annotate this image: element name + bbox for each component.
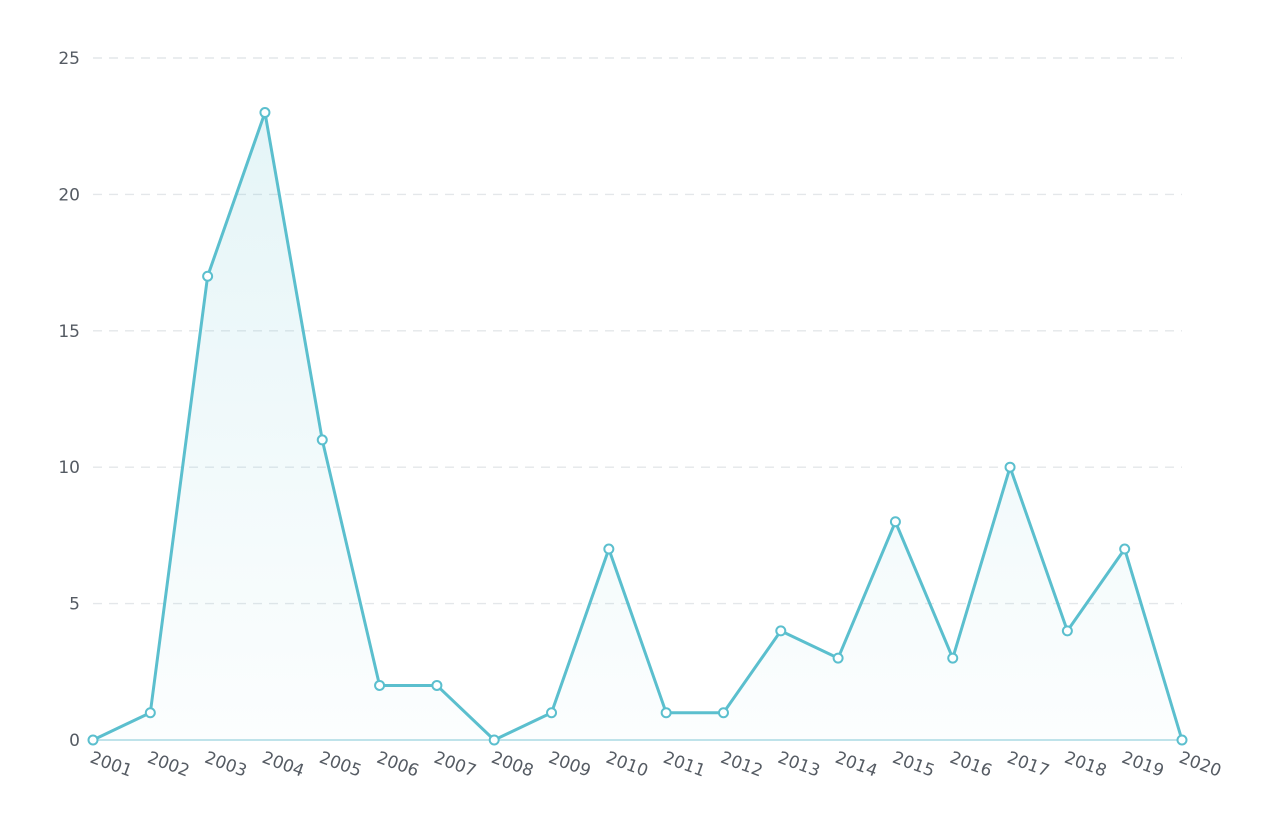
series-line-layer bbox=[92, 111, 1184, 742]
y-tick-label: 15 bbox=[58, 322, 80, 342]
y-axis-ticks: 0 5 10 15 20 25 bbox=[58, 49, 80, 751]
data-point-2007[interactable] bbox=[431, 679, 443, 691]
x-tick-label: 2008 bbox=[489, 748, 536, 782]
data-point-2016[interactable] bbox=[947, 652, 959, 664]
x-tick-label: 2007 bbox=[431, 748, 478, 782]
data-point-2011[interactable] bbox=[660, 707, 672, 719]
y-tick-label: 10 bbox=[58, 458, 80, 478]
x-axis-ticks: 2001 2002 2003 2004 2005 2006 2007 2008 2009 2010… bbox=[87, 748, 1223, 782]
y-tick-label: 25 bbox=[58, 49, 80, 69]
area-fill bbox=[93, 112, 1182, 740]
data-point-2019[interactable] bbox=[1119, 543, 1131, 555]
y-tick-label: 5 bbox=[69, 595, 80, 615]
data-point-2003[interactable] bbox=[202, 270, 214, 282]
x-tick-label: 2014 bbox=[832, 748, 879, 782]
data-point-2008[interactable] bbox=[488, 734, 500, 746]
data-point-2009[interactable] bbox=[546, 707, 558, 719]
x-tick-label: 2013 bbox=[775, 748, 822, 782]
data-points bbox=[87, 107, 1188, 746]
x-tick-label: 2009 bbox=[546, 748, 593, 782]
y-tick-label: 0 bbox=[69, 731, 80, 751]
data-point-2017[interactable] bbox=[1004, 461, 1016, 473]
data-point-2018[interactable] bbox=[1061, 625, 1073, 637]
x-tick-label: 2019 bbox=[1119, 748, 1166, 782]
x-tick-label: 2012 bbox=[718, 748, 765, 782]
x-tick-label: 2015 bbox=[890, 748, 937, 782]
x-tick-label: 2010 bbox=[603, 748, 650, 782]
x-tick-label: 2011 bbox=[660, 748, 707, 782]
x-tick-label: 2016 bbox=[947, 748, 994, 782]
data-point-2004[interactable] bbox=[259, 107, 271, 119]
data-point-2002[interactable] bbox=[144, 707, 156, 719]
area-shape bbox=[93, 112, 1182, 740]
x-tick-label: 2017 bbox=[1004, 748, 1051, 782]
x-tick-label: 2020 bbox=[1176, 748, 1223, 782]
data-point-2006[interactable] bbox=[374, 679, 386, 691]
data-point-2010[interactable] bbox=[603, 543, 615, 555]
x-tick-label: 2001 bbox=[87, 748, 134, 782]
x-tick-label: 2004 bbox=[259, 748, 306, 782]
x-tick-label: 2005 bbox=[317, 748, 364, 782]
data-point-2014[interactable] bbox=[832, 652, 844, 664]
data-point-2012[interactable] bbox=[717, 707, 729, 719]
x-tick-label: 2002 bbox=[145, 748, 192, 782]
y-tick-label: 20 bbox=[58, 185, 80, 205]
x-tick-label: 2003 bbox=[202, 748, 249, 782]
data-point-2005[interactable] bbox=[316, 434, 328, 446]
x-tick-label: 2006 bbox=[374, 748, 421, 782]
data-point-2013[interactable] bbox=[775, 625, 787, 637]
series-line bbox=[92, 111, 1184, 742]
data-point-2020[interactable] bbox=[1176, 734, 1188, 746]
data-point-2015[interactable] bbox=[889, 516, 901, 528]
data-point-2001[interactable] bbox=[87, 734, 99, 746]
x-tick-label: 2018 bbox=[1062, 748, 1109, 782]
